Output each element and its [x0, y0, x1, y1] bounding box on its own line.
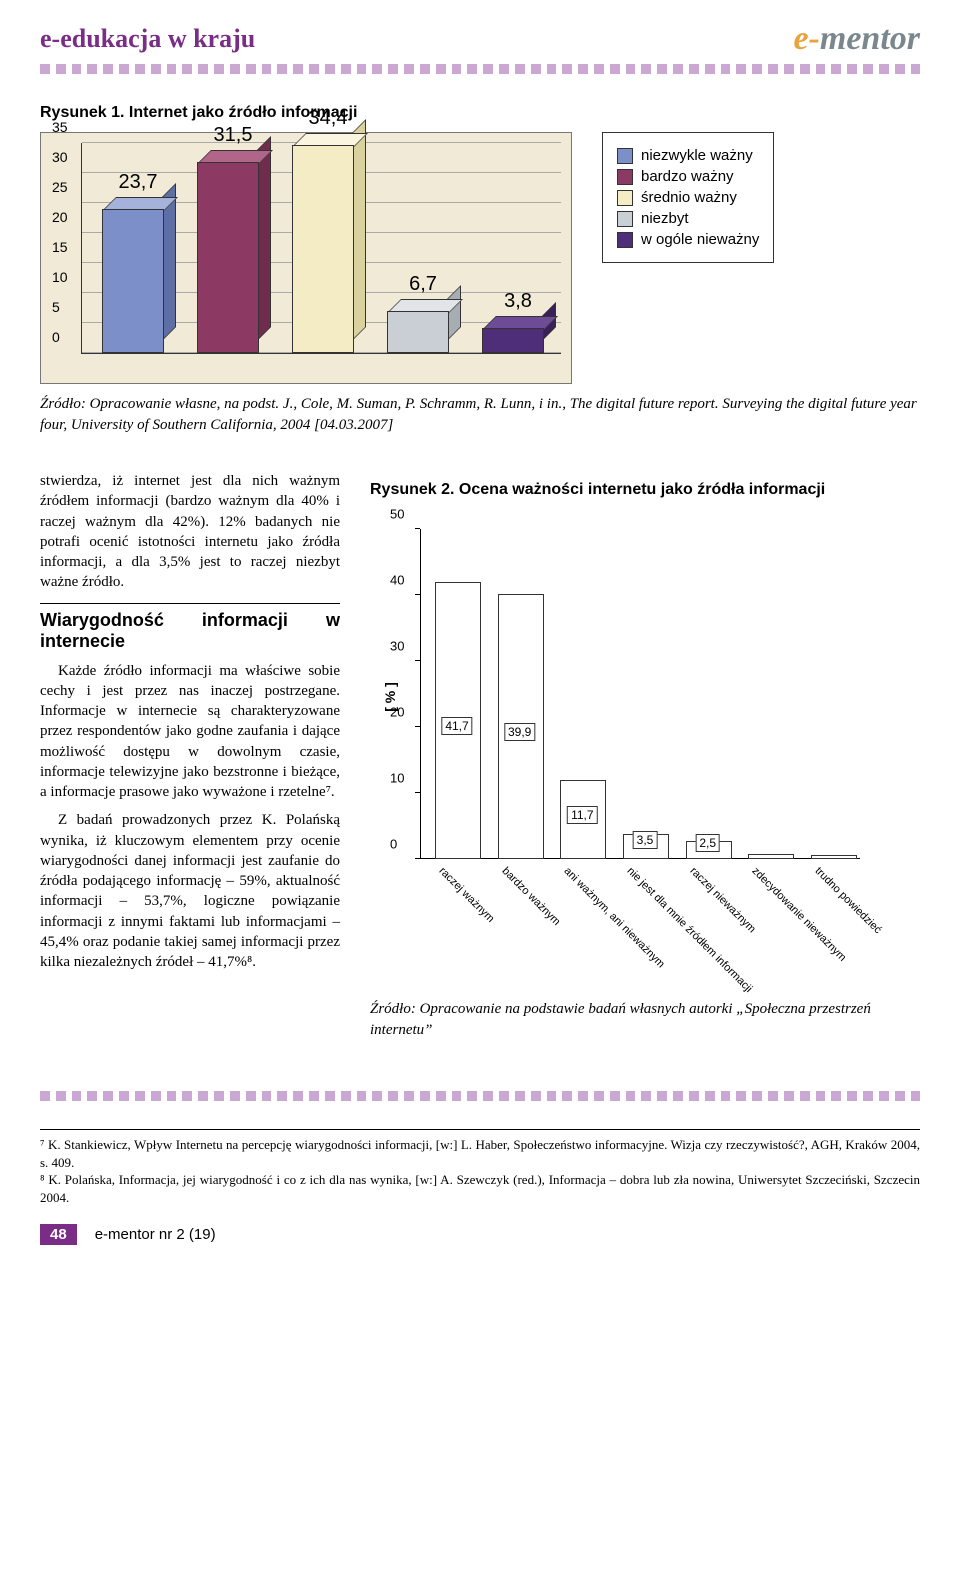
ytick: 30 [390, 639, 404, 654]
figure1-title: Rysunek 1. Internet jako źródło informac… [40, 104, 920, 122]
issue-label: e-mentor nr 2 (19) [95, 1226, 216, 1243]
x-category-label: raczej nieważnym [687, 865, 757, 935]
legend-item: średnio ważny [617, 189, 759, 206]
ytick: 10 [52, 269, 68, 285]
ytick: 40 [390, 573, 404, 588]
paragraph: Z badań prowadzonych przez K. Polańską w… [40, 810, 340, 972]
legend-item: niezwykle ważny [617, 147, 759, 164]
figure1-chart: 0510152025303523,731,534,46,73,8 [40, 132, 572, 384]
footnotes: ⁷ K. Stankiewicz, Wpływ Internetu na per… [40, 1129, 920, 1206]
bar-value-label: 39,9 [504, 723, 535, 741]
chart1-bar: 3,8 [482, 318, 542, 353]
ytick: 20 [52, 209, 68, 225]
legend-item: bardzo ważny [617, 168, 759, 185]
chart1-bar: 34,4 [292, 135, 352, 353]
bar-value-label: 2,5 [695, 834, 720, 852]
legend-item: niezbyt [617, 210, 759, 227]
x-category-label: nie jest dla mnie źródłem informacji [625, 865, 755, 995]
page-number: 48 [40, 1224, 77, 1245]
x-category-label: bardzo ważnym [499, 865, 562, 928]
page-header: e-edukacja w kraju e-mentor [40, 0, 920, 64]
divider-dots [40, 64, 920, 94]
figure2-chart: [ % ] 0102030405041,7raczej ważnym39,9ba… [370, 509, 890, 989]
chart1-bar: 23,7 [102, 199, 162, 353]
figure1: 0510152025303523,731,534,46,73,8 niezwyk… [40, 132, 920, 384]
logo-dash: - [809, 20, 820, 57]
chart2-bar [748, 854, 794, 859]
figure1-legend: niezwykle ważny bardzo ważny średnio ważny… [602, 132, 774, 263]
footnote: ⁸ K. Polańska, Informacja, jej wiarygodn… [40, 1171, 920, 1206]
chart1-bar: 6,7 [387, 301, 447, 353]
text-column: stwierdza, iż internet jest dla nich waż… [40, 471, 340, 1041]
ytick: 25 [52, 179, 68, 195]
figure1-source: Źródło: Opracowanie własne, na podst. J.… [40, 394, 920, 436]
ytick: 20 [390, 705, 404, 720]
chart2-bar [811, 855, 857, 859]
ytick: 0 [52, 329, 60, 345]
paragraph: stwierdza, iż internet jest dla nich waż… [40, 471, 340, 593]
divider-dots [40, 1091, 920, 1121]
paragraph: Każde źródło informacji ma właściwe sobi… [40, 661, 340, 803]
ytick: 50 [390, 507, 404, 522]
ytick: 5 [52, 299, 60, 315]
ytick: 10 [390, 771, 404, 786]
bar-value-label: 3,5 [633, 831, 658, 849]
figure2-source: Źródło: Opracowanie na podstawie badań w… [370, 999, 920, 1041]
chart1-bar: 31,5 [197, 152, 257, 353]
brand-logo: e-mentor [793, 20, 920, 58]
footnote: ⁷ K. Stankiewicz, Wpływ Internetu na per… [40, 1136, 920, 1171]
x-category-label: raczej ważnym [437, 865, 497, 925]
bar-value-label: 41,7 [441, 717, 472, 735]
section-name: e-edukacja w kraju [40, 24, 255, 54]
bar-value-label: 11,7 [567, 806, 597, 824]
section-heading: Wiarygodność informacji w internecie [40, 603, 340, 653]
x-category-label: trudno powiedzieć [813, 865, 884, 936]
ytick: 15 [52, 239, 68, 255]
legend-item: w ogóle nieważny [617, 231, 759, 248]
x-category-label: ani ważnym, ani nieważnym [562, 865, 667, 970]
ytick: 35 [52, 119, 68, 135]
page-footer: 48 e-mentor nr 2 (19) [40, 1224, 920, 1245]
ytick: 30 [52, 149, 68, 165]
figure2-title: Rysunek 2. Ocena ważności internetu jako… [370, 481, 920, 499]
ytick: 0 [390, 837, 397, 852]
logo-e: e [793, 20, 808, 57]
logo-mentor: mentor [820, 20, 920, 57]
